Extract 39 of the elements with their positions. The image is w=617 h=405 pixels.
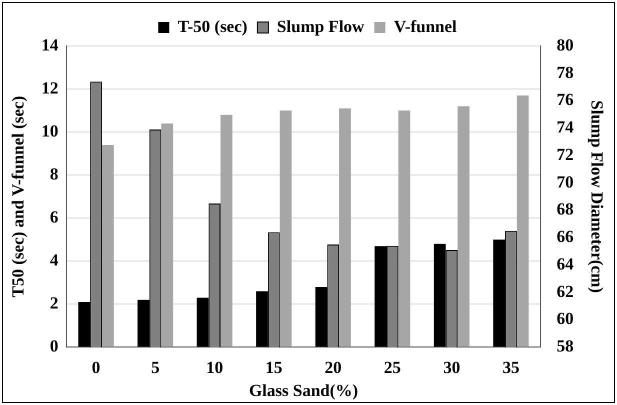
y-tick-label: 14 (41, 35, 59, 54)
legend-label: V-funnel (394, 16, 458, 36)
y-tick-label: 12 (41, 78, 58, 98)
y-tick-label: 6 (50, 208, 58, 227)
x-tick-label: 10 (206, 358, 224, 377)
y2-tick-label: 60 (556, 309, 574, 328)
bar (516, 95, 529, 347)
y-axis-title: T50 (sec) and V-funnel (sec) (8, 96, 28, 298)
x-axis-title: Glass Sand(%) (248, 381, 358, 400)
y2-tick-label: 62 (556, 282, 574, 301)
y2-tick-label: 66 (556, 227, 574, 246)
x-tick-label: 30 (443, 358, 460, 377)
y2-tick-label: 74 (556, 118, 574, 137)
x-tick-label: 35 (502, 358, 520, 377)
x-tick-label: 0 (92, 358, 100, 377)
x-tick-label: 20 (324, 358, 342, 377)
legend-label: T-50 (sec) (178, 16, 248, 36)
y2-tick-label: 70 (556, 172, 574, 192)
y2-tick-label: 80 (556, 35, 574, 54)
y2-tick-label: 64 (556, 254, 574, 274)
bar (280, 110, 292, 347)
y2-tick-label: 72 (556, 144, 574, 164)
legend-label: Slump Flow (276, 16, 366, 36)
y2-tick-label: 58 (556, 336, 574, 356)
y-tick-label: 2 (50, 294, 58, 313)
bar (339, 108, 351, 347)
y-tick-label: 4 (50, 250, 59, 270)
y-tick-label: 0 (50, 336, 58, 356)
y-tick-label: 10 (41, 121, 58, 140)
y2-axis-title: Slump Flow Diameter(cm) (587, 100, 606, 293)
y2-tick-label: 78 (556, 62, 574, 82)
x-tick-label: 5 (151, 358, 160, 377)
y2-tick-label: 68 (556, 200, 574, 219)
x-tick-label: 25 (384, 358, 401, 377)
x-tick-label: 15 (265, 358, 282, 377)
y-tick-label: 8 (50, 164, 58, 184)
bar (398, 110, 410, 347)
bar (458, 106, 470, 347)
y2-tick-label: 76 (556, 90, 574, 110)
